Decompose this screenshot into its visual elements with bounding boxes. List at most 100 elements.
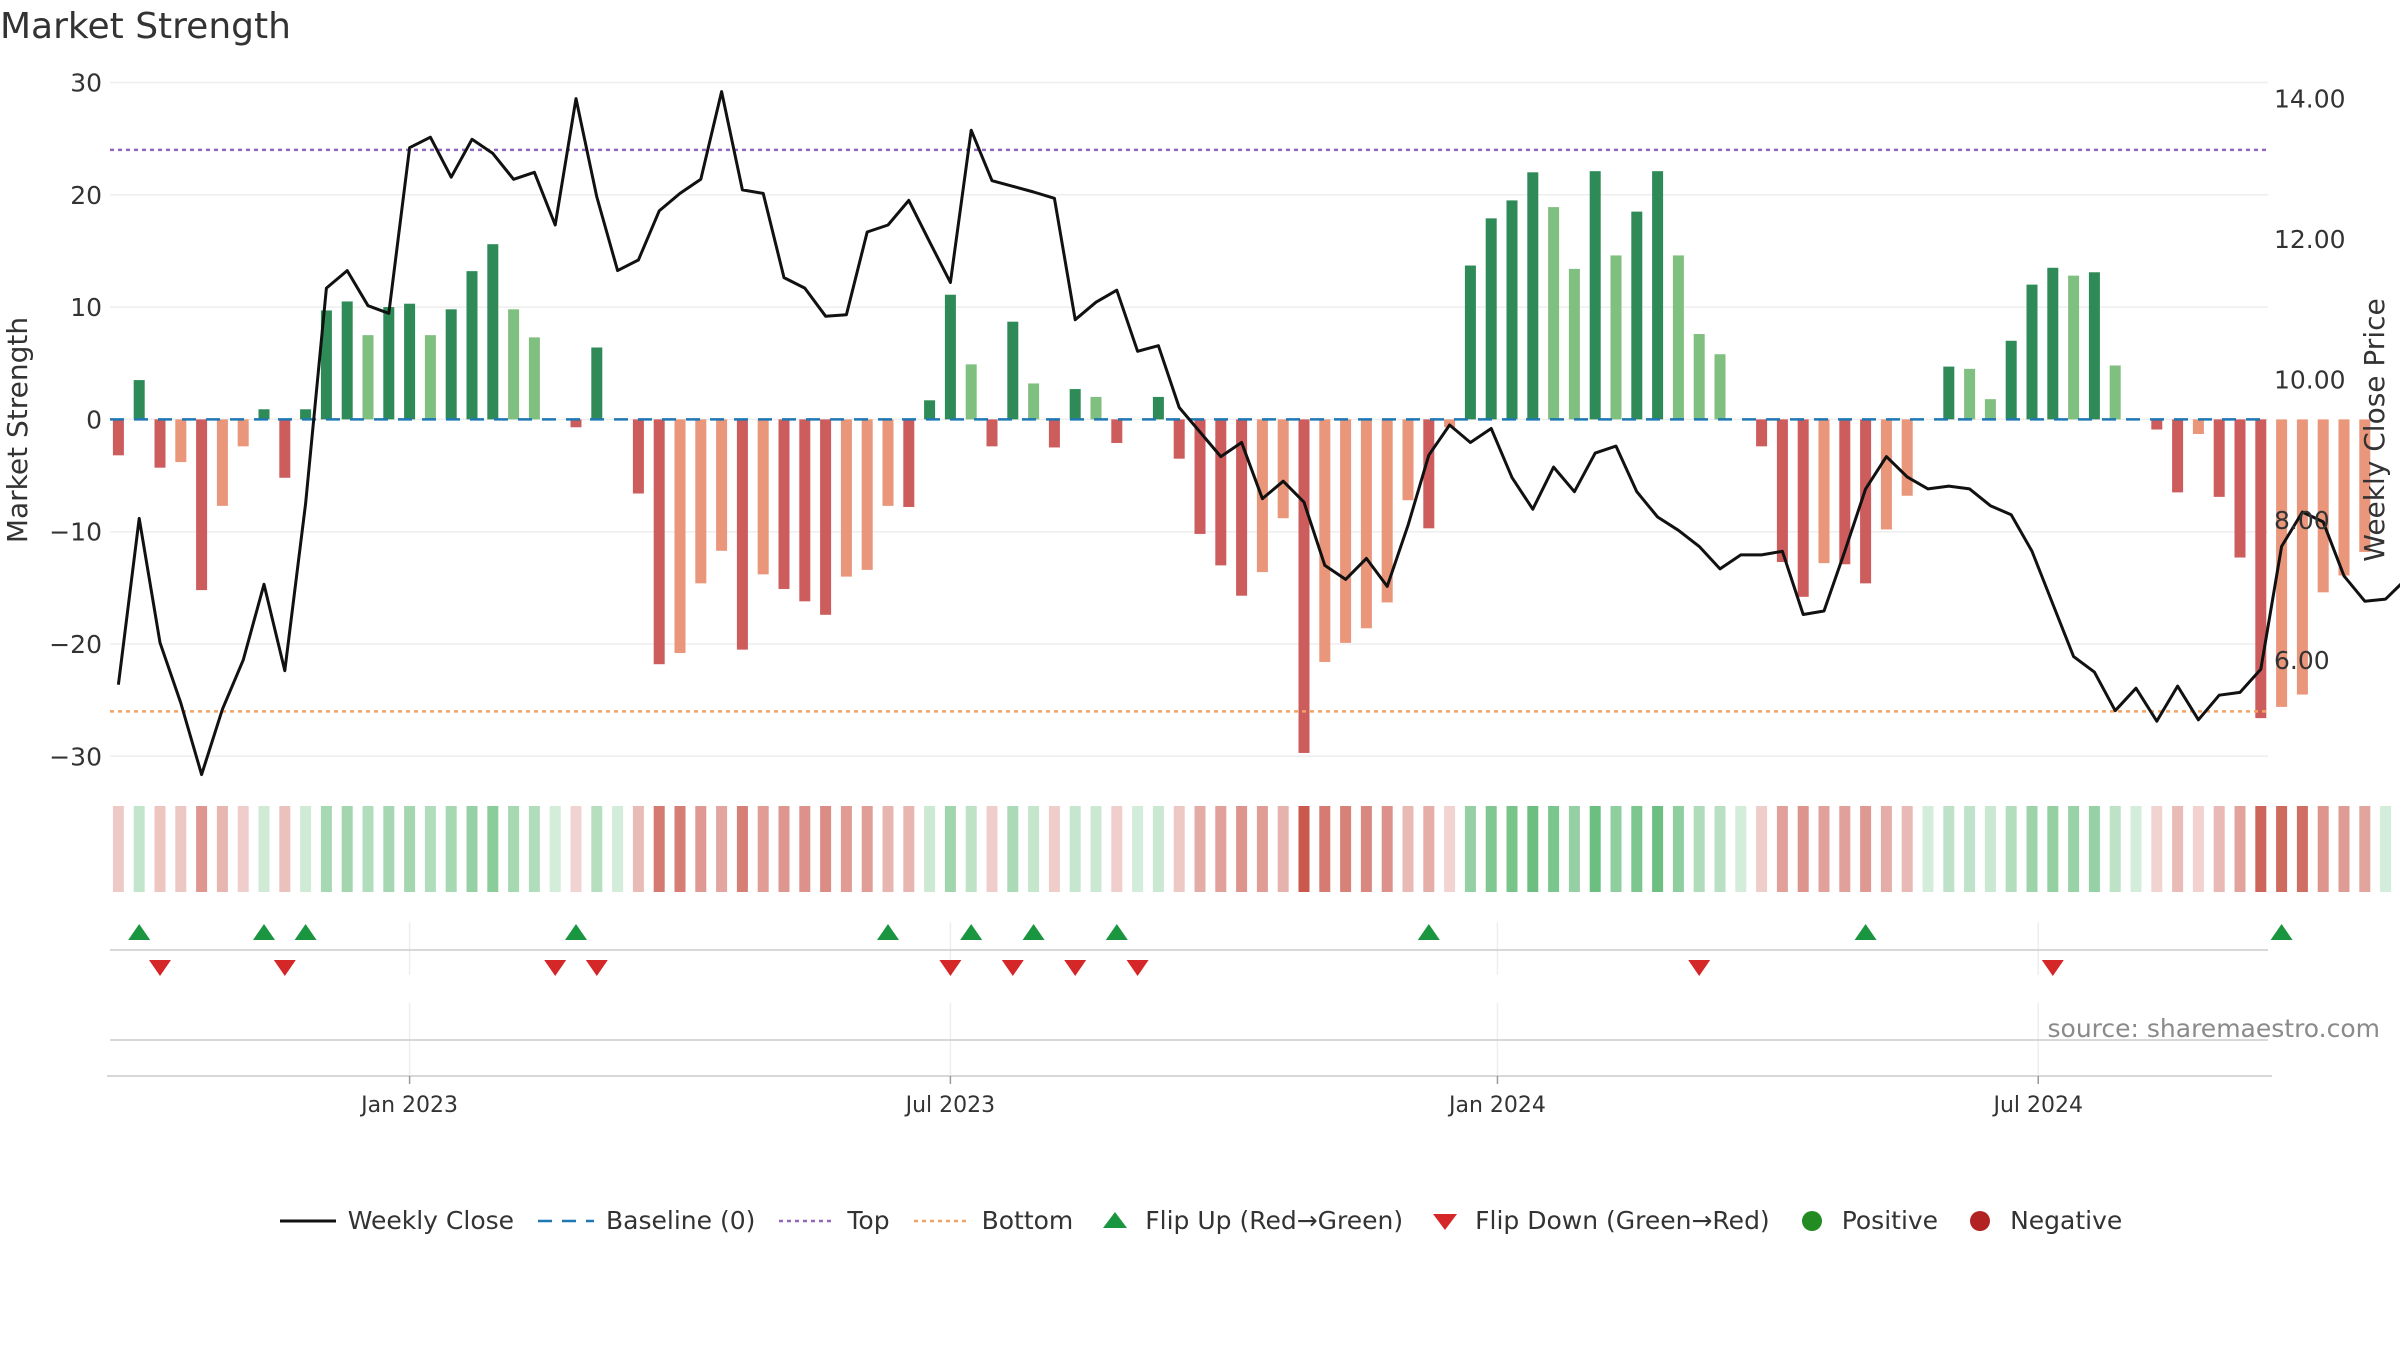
strength-bar: [986, 419, 998, 447]
heat-cell: [1319, 806, 1331, 892]
heat-cell: [1922, 806, 1934, 892]
legend-item-flip-up[interactable]: Flip Up (Red→Green): [1095, 1206, 1403, 1235]
heat-cell: [1901, 806, 1913, 892]
strength-bar: [1631, 211, 1643, 420]
strength-bar: [320, 310, 332, 420]
heat-cell: [1652, 806, 1664, 892]
strength-bar: [570, 419, 582, 428]
weekly-close-series: [116, 90, 2400, 777]
legend-item-bottom[interactable]: Bottom: [912, 1206, 1073, 1235]
legend-item-negative[interactable]: Negative: [1960, 1206, 2122, 1235]
heat-cell: [924, 806, 936, 892]
strength-bar: [1589, 171, 1601, 420]
heat-cell: [300, 806, 312, 892]
y-tick-label-left: −20: [49, 630, 102, 659]
y-tick-label-left: 0: [86, 405, 102, 434]
strength-bar: [924, 400, 936, 420]
heat-cell: [2151, 806, 2163, 892]
x-tick-label: Jul 2023: [904, 1093, 996, 1118]
strength-bar: [1839, 419, 1851, 565]
flip-down-marker: [273, 960, 296, 976]
strength-bar: [466, 271, 478, 420]
heat-cell: [612, 806, 624, 892]
y-tick-label-right: 10.00: [2274, 365, 2346, 394]
y-tick-label-left: 20: [70, 181, 102, 210]
flip-up-marker: [565, 924, 587, 940]
legend-item-positive[interactable]: Positive: [1792, 1206, 1938, 1235]
strength-bar: [2192, 419, 2204, 434]
heat-cell: [175, 806, 187, 892]
flip-up-marker: [2270, 924, 2293, 940]
heat-cell: [1485, 806, 1497, 892]
heat-cell: [1756, 806, 1768, 892]
heat-cell: [674, 806, 686, 892]
flip-down-marker: [2041, 960, 2064, 976]
strength-bar: [1756, 419, 1768, 447]
y-axis-left-title: Market Strength: [1, 317, 34, 543]
y-tick-label-right: 12.00: [2274, 225, 2346, 254]
heat-cell: [1672, 806, 1684, 892]
heat-cell: [2109, 806, 2121, 892]
strength-bar: [1714, 354, 1726, 420]
strength-bar: [1984, 399, 1996, 420]
heat-cell: [508, 806, 520, 892]
heat-cell: [1464, 806, 1476, 892]
legend-item-top[interactable]: Top: [777, 1206, 890, 1235]
heat-cell: [861, 806, 873, 892]
strength-bar: [300, 409, 312, 420]
heat-cell: [1444, 806, 1456, 892]
strength-bar: [965, 364, 977, 420]
heat-cell: [1589, 806, 1601, 892]
heat-cell: [404, 806, 416, 892]
heat-cell: [1048, 806, 1060, 892]
heat-cell: [591, 806, 603, 892]
heat-cell: [1860, 806, 1872, 892]
strength-bar: [2338, 419, 2350, 576]
legend-item-flip-down[interactable]: Flip Down (Green→Red): [1425, 1206, 1770, 1235]
strength-bar: [1548, 207, 1560, 420]
legend-label: Flip Up (Red→Green): [1145, 1206, 1404, 1235]
strength-bar: [1277, 419, 1289, 519]
legend-label: Flip Down (Green→Red): [1475, 1206, 1770, 1235]
strength-bar: [757, 419, 769, 575]
legend-label: Negative: [2010, 1206, 2123, 1235]
top-line-icon: [779, 1219, 836, 1222]
heat-cell: [965, 806, 977, 892]
x-tick-label: Jan 2024: [1447, 1093, 1546, 1118]
flip-down-marker: [1001, 960, 1024, 976]
strength-bar: [1423, 419, 1435, 529]
strength-bar: [944, 294, 956, 420]
heat-cell: [1693, 806, 1705, 892]
strength-bar: [112, 419, 124, 456]
heat-cell: [1568, 806, 1580, 892]
strength-bar: [1880, 419, 1892, 530]
heat-cell: [570, 806, 582, 892]
strength-bar: [1506, 200, 1518, 420]
strength-bar: [1527, 172, 1539, 420]
heat-cell: [653, 806, 665, 892]
heat-cell: [903, 806, 915, 892]
heat-cell: [1132, 806, 1144, 892]
strength-bar: [445, 309, 457, 420]
y-tick-label-left: −30: [49, 742, 102, 771]
heat-cell: [1548, 806, 1560, 892]
strength-bar: [404, 303, 416, 420]
strength-bar: [1007, 321, 1019, 420]
heat-cell: [279, 806, 291, 892]
strength-bar: [487, 244, 499, 420]
strength-bar: [2234, 419, 2246, 558]
strength-bar: [1464, 265, 1476, 420]
strength-bar: [1444, 419, 1456, 428]
strength-bar: [882, 419, 894, 506]
legend-item-close[interactable]: Weekly Close: [278, 1206, 514, 1235]
strength-bar: [362, 335, 374, 420]
heat-cell: [1631, 806, 1643, 892]
heat-cell: [2047, 806, 2059, 892]
legend-item-baseline[interactable]: Baseline (0): [536, 1206, 755, 1235]
heat-cell: [2276, 806, 2288, 892]
heat-cell: [882, 806, 894, 892]
heat-cell: [154, 806, 166, 892]
heat-cell: [1340, 806, 1352, 892]
heat-cell: [216, 806, 228, 892]
strength-bar: [736, 419, 748, 650]
